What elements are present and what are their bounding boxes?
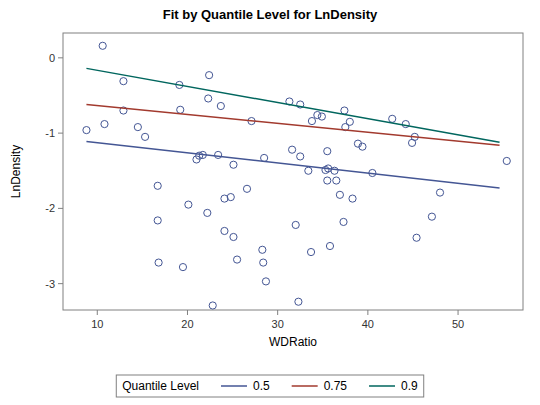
point xyxy=(134,123,141,130)
legend-label: 0.9 xyxy=(401,379,418,393)
x-tick xyxy=(97,310,98,315)
x-tick xyxy=(458,310,459,315)
point xyxy=(230,233,237,240)
point xyxy=(141,133,148,140)
point xyxy=(101,120,108,127)
point xyxy=(359,143,366,150)
fit-line xyxy=(86,68,499,142)
point xyxy=(217,102,224,109)
point xyxy=(324,148,331,155)
point xyxy=(233,256,240,263)
point xyxy=(340,218,347,225)
y-tick xyxy=(58,208,63,209)
point xyxy=(318,113,325,120)
point xyxy=(154,217,161,224)
x-tick-label: 20 xyxy=(181,318,193,330)
point xyxy=(314,111,321,118)
point xyxy=(260,259,267,266)
point xyxy=(179,263,186,270)
point xyxy=(120,78,127,85)
point xyxy=(308,117,315,124)
point xyxy=(177,106,184,113)
legend: Quantile Level 0.5 0.75 0.9 xyxy=(116,375,423,397)
x-tick xyxy=(277,310,278,315)
y-tick-label: -1 xyxy=(45,127,55,139)
plot-frame xyxy=(63,33,523,310)
point xyxy=(221,227,228,234)
point xyxy=(205,95,212,102)
point xyxy=(331,167,338,174)
y-tick xyxy=(58,283,63,284)
y-axis-label: LnDensity xyxy=(9,145,23,198)
point xyxy=(305,167,312,174)
legend-swatch xyxy=(221,385,247,387)
legend-box xyxy=(116,375,423,397)
point xyxy=(155,259,162,266)
point xyxy=(206,72,213,79)
plot-area xyxy=(83,42,511,309)
x-tick xyxy=(187,310,188,315)
y-tick-label: 0 xyxy=(49,52,55,64)
point xyxy=(297,153,304,160)
fit-line xyxy=(86,105,499,146)
point xyxy=(336,191,343,198)
legend-title: Quantile Level xyxy=(122,379,199,393)
point xyxy=(154,182,161,189)
point xyxy=(99,42,106,49)
y-tick-label: -3 xyxy=(45,278,55,290)
point xyxy=(288,146,295,153)
point xyxy=(292,221,299,228)
fit-line xyxy=(86,141,499,188)
background xyxy=(0,0,540,405)
point xyxy=(341,107,348,114)
x-tick-label: 30 xyxy=(272,318,284,330)
x-axis-label: WDRatio xyxy=(269,335,317,349)
point xyxy=(413,234,420,241)
point xyxy=(230,161,237,168)
y-tick-label: -2 xyxy=(45,202,55,214)
point xyxy=(185,201,192,208)
legend-label: 0.5 xyxy=(253,379,270,393)
point xyxy=(324,177,331,184)
point xyxy=(326,242,333,249)
y-tick xyxy=(58,57,63,58)
point xyxy=(215,151,222,158)
point xyxy=(243,185,250,192)
x-tick-label: 10 xyxy=(91,318,103,330)
legend-swatch xyxy=(369,385,395,387)
point xyxy=(503,157,510,164)
point xyxy=(209,302,216,309)
point xyxy=(333,177,340,184)
x-tick-label: 40 xyxy=(362,318,374,330)
point xyxy=(346,118,353,125)
legend-label: 0.75 xyxy=(324,379,348,393)
point xyxy=(83,127,90,134)
title: Fit by Quantile Level for LnDensity xyxy=(163,7,378,22)
point xyxy=(259,246,266,253)
x-tick-label: 50 xyxy=(452,318,464,330)
y-tick xyxy=(58,133,63,134)
legend-swatch xyxy=(292,385,318,387)
point xyxy=(295,298,302,305)
point xyxy=(349,195,356,202)
point xyxy=(204,209,211,216)
point xyxy=(307,248,314,255)
point xyxy=(262,278,269,285)
point xyxy=(227,193,234,200)
point xyxy=(389,115,396,122)
point xyxy=(436,189,443,196)
point xyxy=(428,213,435,220)
x-tick xyxy=(367,310,368,315)
